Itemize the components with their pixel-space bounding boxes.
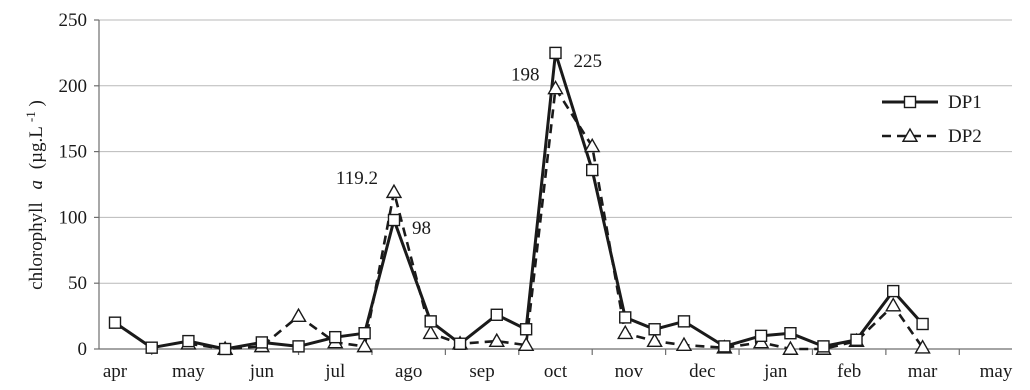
y-tick-label-0: 0 — [78, 339, 88, 360]
point-DP1-0 — [108, 316, 122, 329]
point-DP1-11 — [490, 308, 503, 321]
data-label-3: 225 — [574, 51, 603, 72]
legend-label-DP1: DP1 — [948, 92, 982, 113]
x-tick-label-apr-0: apr — [103, 361, 128, 382]
point-DP1-22 — [850, 333, 863, 346]
point-DP2-11 — [547, 80, 564, 95]
point-DP2-14 — [646, 332, 663, 348]
point-DP2-15 — [675, 336, 693, 352]
x-tick-label-oct-6: oct — [544, 361, 568, 382]
legend-label-DP2: DP2 — [948, 126, 982, 147]
point-DP1-6 — [329, 330, 342, 344]
x-tick-label-jan-9: jan — [763, 361, 788, 382]
point-DP2-22 — [914, 339, 931, 354]
legend-marker-DP2 — [901, 127, 919, 142]
y-axis-label: chlorophyll a (µg.L -1 ) — [19, 100, 47, 290]
point-DP1-18 — [718, 340, 731, 353]
x-tick-label-jun-2: jun — [249, 361, 275, 382]
data-label-0: 119.2 — [336, 168, 378, 189]
point-DP1-16 — [648, 323, 661, 336]
y-tick-label-200: 200 — [59, 76, 88, 97]
point-DP1-12 — [519, 323, 533, 336]
point-DP1-8 — [387, 213, 401, 227]
point-DP1-7 — [358, 327, 371, 340]
point-DP1-1 — [145, 341, 158, 354]
y-axis-label-close: ) — [26, 100, 47, 106]
point-DP1-23 — [887, 284, 900, 298]
point-DP1-2 — [182, 334, 195, 348]
point-DP1-15 — [619, 311, 632, 324]
point-DP1-21 — [817, 340, 830, 353]
legend-marker-DP1 — [903, 95, 917, 109]
x-tick-label-may-1: may — [172, 361, 205, 382]
x-tick-label-jul-3: jul — [324, 361, 345, 382]
x-tick-label-ago-4: ago — [395, 361, 422, 382]
y-axis-label-unit: (µg.L — [26, 127, 47, 170]
data-label-1: 98 — [412, 218, 431, 239]
point-DP2-5 — [356, 337, 373, 353]
point-DP2-10 — [517, 336, 535, 352]
point-DP2-3 — [290, 307, 307, 323]
y-axis-label-prefix: chlorophyll — [26, 202, 47, 290]
point-DP1-3 — [218, 342, 232, 356]
y-axis-label-italic: a — [26, 180, 47, 190]
point-DP1-17 — [677, 315, 691, 328]
legend: DP1 DP2 — [882, 92, 982, 147]
data-label-2: 198 — [511, 64, 540, 85]
point-DP2-7 — [422, 324, 439, 340]
point-DP1-19 — [754, 329, 768, 343]
x-tick-label-feb-10: feb — [837, 361, 861, 382]
x-tick-label-mar-11: mar — [908, 361, 938, 382]
point-DP1-20 — [784, 327, 797, 340]
point-DP1-5 — [292, 340, 305, 353]
point-DP1-24 — [916, 317, 929, 331]
series-layer — [108, 46, 931, 356]
point-DP1-14 — [586, 163, 599, 177]
x-tick-label-may-12: may — [980, 361, 1013, 382]
point-DP1-9 — [424, 315, 437, 328]
x-tick-label-dec-8: dec — [689, 361, 715, 382]
x-tick-label-nov-7: nov — [615, 361, 644, 382]
point-DP1-10 — [453, 337, 467, 350]
point-DP2-21 — [885, 297, 902, 312]
point-DP2-13 — [617, 324, 634, 340]
point-DP1-13 — [549, 46, 562, 60]
axis-layer: 0 50 100 150 200 250 apr may jun jul ago sep oct nov d… — [59, 10, 1013, 382]
x-tick-label-sep-5: sep — [469, 361, 494, 382]
series-line-DP1 — [114, 51, 924, 351]
point-DP2-9 — [488, 332, 505, 348]
y-tick-label-100: 100 — [59, 207, 88, 228]
y-tick-label-150: 150 — [59, 142, 88, 163]
point-DP2-12 — [584, 137, 601, 153]
point-DP2-6 — [385, 183, 403, 199]
y-axis-label-sup: -1 — [23, 111, 38, 122]
point-DP2-18 — [782, 340, 799, 355]
annotation-layer: 119.2 98 198 225 — [336, 51, 602, 239]
point-DP1-4 — [255, 336, 269, 349]
y-tick-label-50: 50 — [68, 273, 87, 294]
grid-layer — [99, 19, 1012, 284]
y-tick-label-250: 250 — [59, 10, 88, 31]
